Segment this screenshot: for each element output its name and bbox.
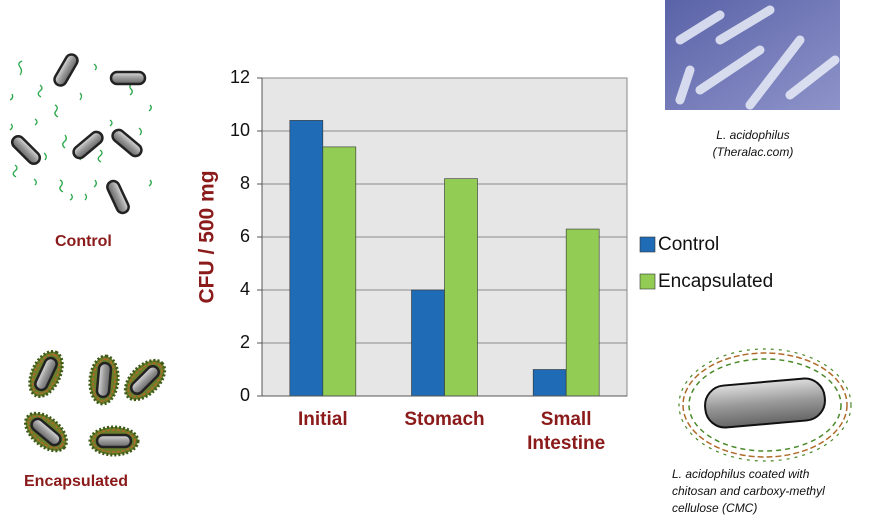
y-tick-label: 0: [240, 385, 250, 405]
bar: [533, 370, 566, 397]
y-tick-label: 8: [240, 173, 250, 193]
control-rods: [10, 52, 145, 215]
control-label: Control: [55, 233, 112, 251]
y-tick-label: 6: [240, 226, 250, 246]
y-tick-label: 2: [240, 332, 250, 352]
bar: [445, 179, 478, 396]
caption-line: L. acidophilus coated with: [672, 466, 871, 483]
caption-line: chitosan and carboxy-methyl: [672, 483, 871, 500]
legend-swatch: [640, 237, 655, 252]
chart: 0 2 4 6 8 10 12 CFU / 500 mg Control Encapsulated: [0, 0, 871, 515]
y-tick-label: 12: [230, 67, 250, 87]
y-tick-label: 4: [240, 279, 250, 299]
bar: [323, 147, 356, 396]
legend-label: Control: [658, 234, 719, 255]
y-axis-title: CFU / 500 mg: [196, 170, 219, 303]
encapsulated-illustration: [19, 346, 172, 458]
photo: [665, 0, 840, 110]
photo-caption: L. acidophilus(Theralac.com): [668, 127, 838, 161]
caption-line: L. acidophilus: [668, 127, 838, 144]
x-tick-label: Small Intestine: [511, 408, 621, 456]
y-tick-label: 10: [230, 120, 250, 140]
bar: [290, 120, 323, 396]
bar: [566, 229, 599, 396]
page: 0 2 4 6 8 10 12 CFU / 500 mg Control Encapsulated…: [0, 0, 871, 515]
legend-label: Encapsulated: [658, 271, 773, 292]
caption-line: cellulose (CMC): [672, 500, 871, 515]
x-tick-label: Initial: [268, 408, 378, 432]
legend-swatch: [640, 274, 655, 289]
x-tick-label: Stomach: [390, 408, 500, 432]
bar: [412, 290, 445, 396]
coated-bacterium: [679, 349, 851, 461]
caption-line: (Theralac.com): [668, 144, 838, 161]
encapsulated-label: Encapsulated: [24, 473, 128, 491]
